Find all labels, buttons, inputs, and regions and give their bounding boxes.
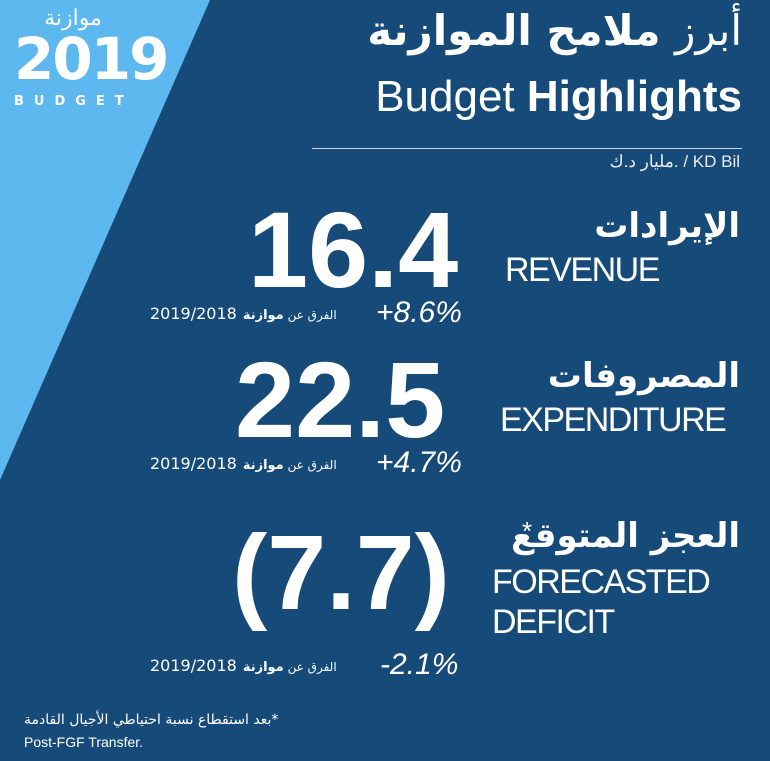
- deficit-compare-year: 2019/2018: [150, 656, 237, 675]
- footnote-arabic: *بعد استقطاع نسبة احتياطي الأجيال القادم…: [24, 712, 279, 728]
- logo-english-text: BUDGET: [14, 94, 134, 109]
- expenditure-label-english: EXPENDITURE: [500, 401, 727, 439]
- title-arabic-main: ملامح الموازنة: [367, 6, 661, 55]
- expenditure-label-arabic: المصروفات: [547, 356, 740, 396]
- logo-arabic-text: موازنة: [44, 6, 102, 31]
- units-label: مليار د.ك. / KD Bil: [609, 152, 740, 171]
- deficit-compare-bold: موازنة: [242, 660, 284, 675]
- deficit-label-english-line1: FORECASTED: [492, 563, 711, 601]
- revenue-value: 16.4: [248, 189, 459, 310]
- title-english-light: Budget: [375, 72, 515, 121]
- title-divider: [312, 148, 742, 149]
- deficit-change: -2.1%: [380, 648, 459, 681]
- page-title-arabic: أبرز ملامح الموازنة: [367, 6, 742, 55]
- revenue-label-arabic: الإيرادات: [594, 206, 740, 246]
- deficit-asterisk: *: [522, 516, 533, 546]
- revenue-compare-year: 2019/2018: [150, 304, 237, 323]
- expenditure-compare-bold: موازنة: [242, 458, 284, 473]
- budget-2019-logo: موازنة 2019 BUDGET: [14, 6, 169, 111]
- expenditure-value: 22.5: [235, 339, 446, 460]
- deficit-comparison-note: 2019/2018 الفرق عن موازنة: [150, 656, 337, 675]
- title-english-bold: Highlights: [526, 72, 742, 121]
- deficit-compare-prefix: الفرق عن: [287, 660, 337, 674]
- revenue-change: +8.6%: [376, 296, 462, 329]
- title-arabic-prefix: أبرز: [675, 6, 742, 55]
- revenue-label-english: REVENUE: [505, 251, 660, 289]
- deficit-label-english-line2: DEFICIT: [492, 603, 615, 641]
- expenditure-change: +4.7%: [376, 446, 462, 479]
- expenditure-compare-year: 2019/2018: [150, 454, 237, 473]
- footnote-english: Post-FGF Transfer.: [24, 734, 144, 750]
- deficit-value: (7.7): [232, 514, 450, 632]
- logo-year: 2019: [14, 25, 169, 93]
- revenue-compare-prefix: الفرق عن: [287, 308, 337, 322]
- page-title-english: Budget Highlights: [375, 72, 742, 122]
- revenue-compare-bold: موازنة: [242, 308, 284, 323]
- expenditure-comparison-note: 2019/2018 الفرق عن موازنة: [150, 454, 337, 473]
- deficit-label-arabic: العجز المتوقع: [510, 516, 740, 556]
- expenditure-compare-prefix: الفرق عن: [287, 458, 337, 472]
- revenue-comparison-note: 2019/2018 الفرق عن موازنة: [150, 304, 337, 323]
